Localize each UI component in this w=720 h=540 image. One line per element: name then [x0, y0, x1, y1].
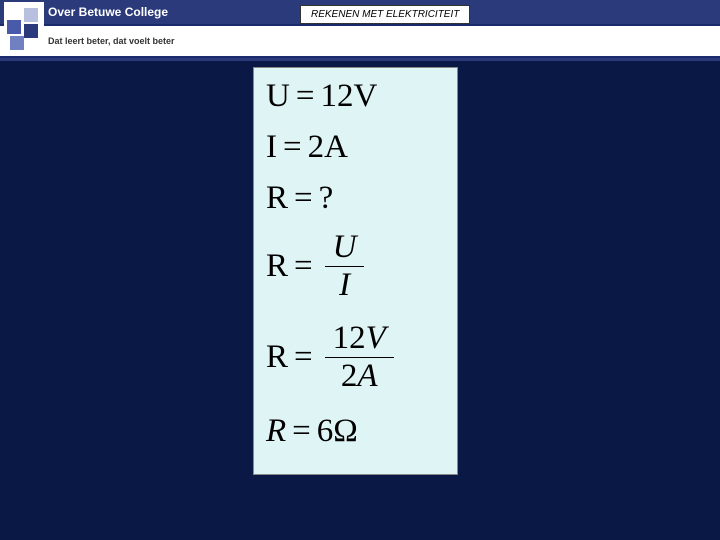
eq-rhs: ? — [319, 180, 334, 217]
subheader-bar: Dat leert beter, dat voelt beter — [0, 24, 720, 58]
denominator: I — [331, 267, 358, 302]
eq-result: R = 6Ω — [266, 413, 445, 450]
eq-lhs: R — [266, 180, 288, 217]
fraction: U I — [325, 231, 365, 302]
school-logo — [4, 2, 44, 54]
eq-op: = — [294, 180, 313, 217]
topic-label: REKENEN MET ELEKTRICITEIT — [300, 5, 470, 24]
eq-formula: R = U I — [266, 231, 445, 302]
tagline-text: Dat leert beter, dat voelt beter — [48, 36, 175, 46]
eq-lhs: I — [266, 129, 277, 166]
numerator: U — [325, 231, 365, 267]
eq-op: = — [283, 129, 302, 166]
eq-substitution: R = 12V 2A — [266, 322, 445, 393]
eq-op: = — [296, 78, 315, 115]
eq-resistance-unknown: R = ? — [266, 180, 445, 217]
fraction: 12V 2A — [325, 322, 394, 393]
eq-op: = — [294, 248, 313, 285]
numerator: 12V — [325, 322, 394, 358]
school-name: Over Betuwe College — [48, 5, 168, 19]
eq-voltage: U = 12V — [266, 78, 445, 115]
divider — [0, 58, 720, 61]
eq-rhs: 2A — [308, 129, 348, 166]
eq-lhs: U — [266, 78, 290, 115]
eq-op: = — [294, 339, 313, 376]
eq-lhs: R — [266, 248, 288, 285]
denominator: 2A — [333, 358, 386, 393]
eq-rhs: 12V — [320, 78, 377, 115]
eq-lhs: R — [266, 339, 288, 376]
equation-panel: U = 12V I = 2A R = ? R = U I R = 12V 2A — [253, 67, 458, 475]
eq-val: 6 — [317, 413, 334, 450]
eq-op: = — [292, 413, 311, 450]
eq-unit: Ω — [333, 413, 358, 450]
eq-lhs: R — [266, 413, 286, 450]
eq-current: I = 2A — [266, 129, 445, 166]
